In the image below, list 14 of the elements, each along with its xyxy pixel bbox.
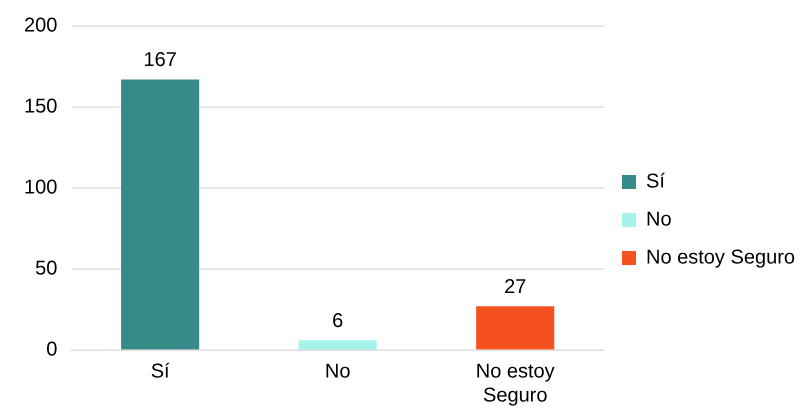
data-label: 27 — [504, 276, 526, 298]
y-tick-label: 0 — [46, 338, 58, 361]
x-tick-label: Sí — [150, 360, 170, 383]
y-tick-label: 50 — [35, 258, 58, 280]
legend-label: No estoy Seguro — [646, 246, 795, 269]
x-tick-label: No estoy Seguro — [476, 360, 555, 407]
legend-label: Sí — [646, 170, 666, 193]
y-tick-label: 150 — [24, 96, 58, 118]
y-tick-label: 100 — [24, 176, 58, 199]
data-label: 6 — [332, 310, 344, 332]
legend-label: No — [646, 208, 672, 231]
x-tick-label: No — [324, 360, 350, 383]
y-tick-label: 200 — [24, 14, 58, 37]
data-label: 167 — [143, 48, 177, 71]
